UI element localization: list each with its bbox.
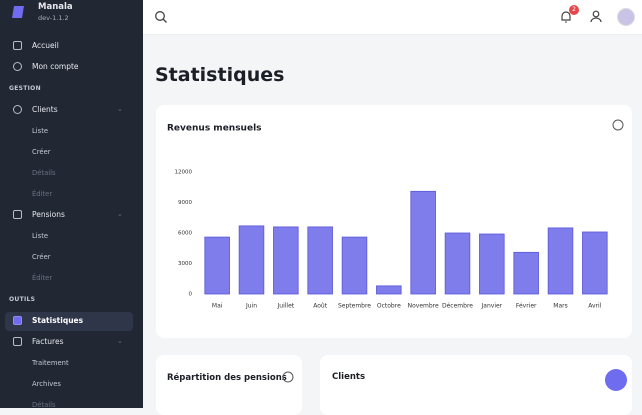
y-tick-label: 0 xyxy=(189,292,193,298)
x-tick-label: Octobre xyxy=(377,303,401,310)
page-title: Statistiques xyxy=(155,64,285,86)
pensions-icon xyxy=(13,210,22,219)
bar xyxy=(238,225,265,295)
bar xyxy=(410,190,436,295)
clients-icon xyxy=(13,105,22,114)
y-tick-label: 12000 xyxy=(175,170,193,176)
bar xyxy=(307,226,333,295)
nav-item[interactable]: Accueil xyxy=(32,41,59,50)
logo xyxy=(12,6,24,18)
x-tick-label: Avril xyxy=(588,303,601,310)
avatar[interactable] xyxy=(617,8,635,26)
nav-subitem: Éditer xyxy=(32,190,53,198)
sidebar: Manala dev-1.1.2 Accueil Mon compte GEST… xyxy=(0,0,143,408)
bar xyxy=(479,233,505,295)
bar xyxy=(341,236,368,295)
nav-group[interactable]: Factures xyxy=(32,337,64,346)
y-tick-label: 6000 xyxy=(178,231,192,237)
pensions-card: Répartition des pensions xyxy=(156,355,302,415)
y-tick-label: 9000 xyxy=(178,200,192,206)
chart: Revenus mensuels 0 3000 6000 9000 12000 Mai Ju… xyxy=(167,119,624,310)
bar xyxy=(376,285,402,295)
x-tick-label: Décembre xyxy=(442,303,473,310)
bar xyxy=(513,251,539,295)
x-tick-label: Mars xyxy=(553,303,567,310)
nav-subitem: Détails xyxy=(32,401,56,408)
search-icon[interactable] xyxy=(154,10,168,24)
nav-subitem[interactable]: Liste xyxy=(32,232,49,240)
user-icon[interactable] xyxy=(590,10,602,23)
topbar: 2 xyxy=(143,0,642,35)
chevron[interactable]: ⌄ xyxy=(117,210,123,218)
x-tick-label: Juin xyxy=(245,303,257,310)
x-tick-label: Février xyxy=(516,303,537,310)
nav-subitem[interactable]: Créer xyxy=(32,253,51,261)
nav-item-active[interactable]: Statistiques xyxy=(32,316,84,325)
clients-card: Clients xyxy=(320,355,632,415)
nav-subitem[interactable]: Créer xyxy=(32,148,51,156)
bell-icon[interactable] xyxy=(560,10,572,23)
account-icon xyxy=(13,62,22,71)
fab-button[interactable] xyxy=(605,369,627,391)
x-tick-label: Septembre xyxy=(338,303,371,310)
invoices-icon xyxy=(13,337,22,346)
chart-title: Revenus mensuels xyxy=(167,124,262,134)
chevron[interactable]: ⌄ xyxy=(117,105,123,113)
nav-subitem: Détails xyxy=(32,169,56,177)
card-title: Répartition des pensions xyxy=(167,373,287,383)
bar xyxy=(547,227,574,295)
chevron[interactable]: ⌄ xyxy=(117,337,123,345)
nav-item[interactable]: Mon compte xyxy=(32,62,79,71)
info-icon[interactable] xyxy=(282,371,294,383)
home-icon xyxy=(13,41,22,50)
y-tick-label: 3000 xyxy=(178,261,192,267)
nav-subitem[interactable]: Liste xyxy=(32,127,49,135)
x-tick-label: Juillet xyxy=(277,303,295,310)
bar xyxy=(444,232,471,295)
chart-card: Revenus mensuels 0 3000 6000 9000 12000 Mai Ju… xyxy=(156,105,632,338)
section-heading: GESTION xyxy=(9,85,41,92)
x-tick-label: Mai xyxy=(212,303,223,310)
nav-subitem[interactable]: Traitement xyxy=(32,359,69,367)
nav-subitem[interactable]: Archives xyxy=(32,380,61,388)
version: dev-1.1.2 xyxy=(38,14,69,22)
nav-group[interactable]: Pensions xyxy=(32,210,65,219)
x-tick-label: Août xyxy=(313,303,327,310)
active-highlight xyxy=(5,312,133,331)
section-heading: OUTILS xyxy=(9,296,36,303)
x-tick-label: Janvier xyxy=(481,303,503,310)
nav-subitem: Éditer xyxy=(32,274,53,282)
bar xyxy=(273,226,299,295)
stats-icon xyxy=(13,316,22,325)
info-icon[interactable] xyxy=(612,119,624,131)
notification-badge: 2 xyxy=(569,5,579,15)
bar xyxy=(582,231,608,295)
card-title: Clients xyxy=(332,372,366,382)
nav-group[interactable]: Clients xyxy=(32,105,58,114)
x-tick-label: Novembre xyxy=(408,303,439,310)
app-name: Manala xyxy=(38,2,73,12)
bar xyxy=(204,236,230,295)
